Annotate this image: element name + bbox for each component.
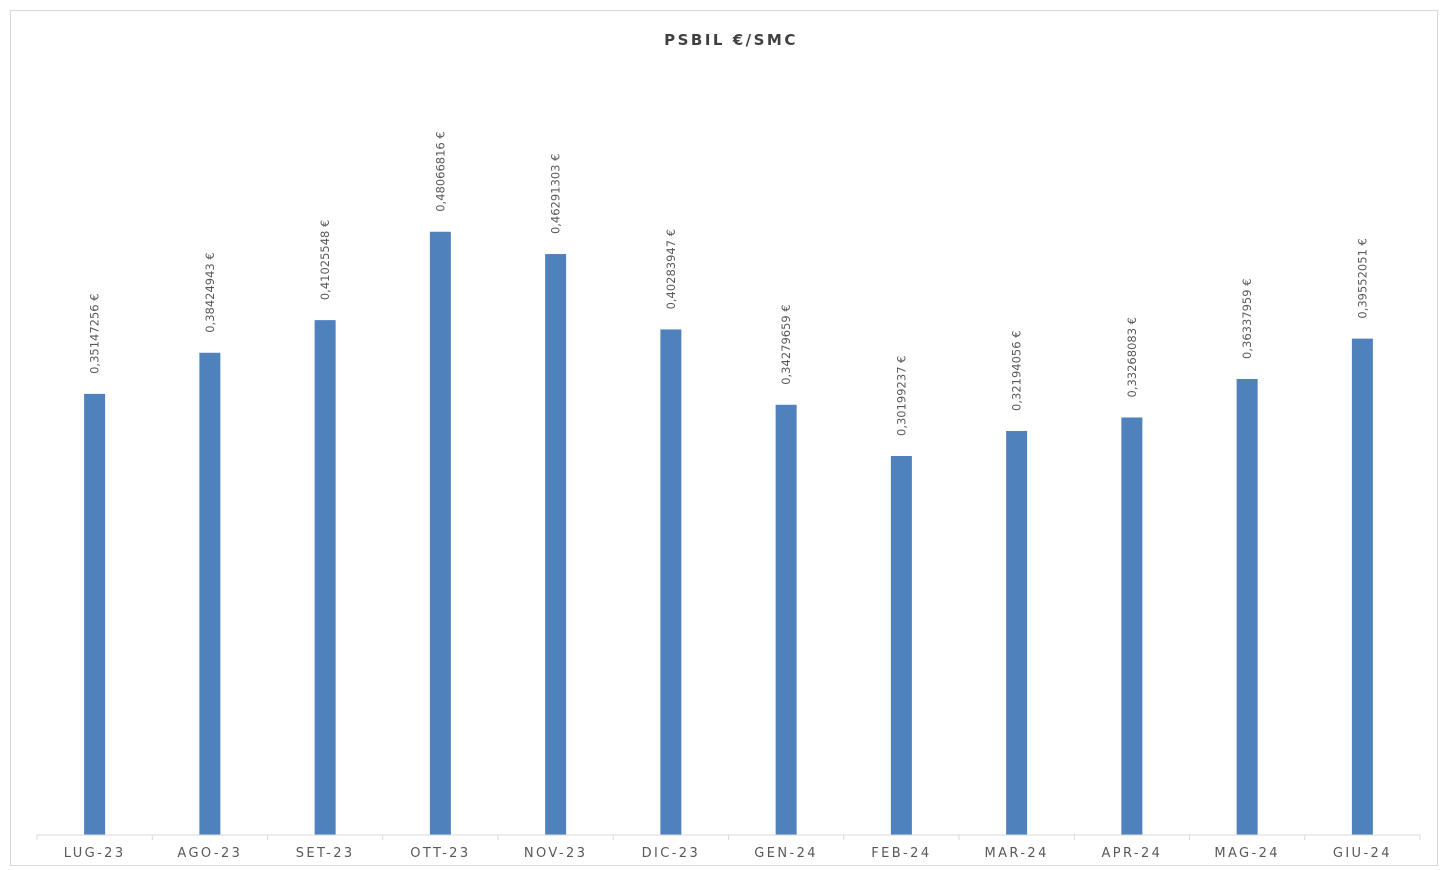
- x-axis-ticks: [36, 835, 1421, 840]
- x-tick-label: GIU-24: [1333, 846, 1392, 861]
- bar-set-23: [314, 320, 336, 835]
- data-labels-group: 0,35147256 € 0,38424943 € 0,41025548 € 0,48…: [88, 131, 1370, 436]
- data-label: 0,48066816 €: [433, 131, 447, 211]
- data-label: 0,46291303 €: [549, 154, 563, 234]
- data-label: 0,38424943 €: [203, 252, 217, 332]
- x-tick-label: APR-24: [1101, 846, 1162, 861]
- data-label: 0,39552051 €: [1355, 238, 1369, 318]
- x-tick-label: GEN-24: [754, 846, 818, 861]
- data-label: 0,32194056 €: [1010, 330, 1024, 410]
- data-label: 0,33268083 €: [1125, 317, 1139, 397]
- data-label: 0,40283947 €: [664, 229, 678, 309]
- data-label: 0,30199237 €: [894, 356, 908, 436]
- bar-dic-23: [660, 329, 682, 835]
- bar-mar-24: [1006, 430, 1028, 835]
- x-tick-label: MAG-24: [1214, 846, 1280, 861]
- bar-giu-24: [1351, 338, 1373, 835]
- chart-frame: [10, 10, 1438, 866]
- bar-apr-24: [1121, 417, 1143, 835]
- bar-ott-23: [429, 231, 451, 835]
- x-axis-tick-labels: LUG-23 AGO-23 SET-23 OTT-23 NOV-23 DIC-23 GEN-…: [64, 846, 1392, 861]
- x-tick-label: DIC-23: [642, 846, 701, 861]
- data-label: 0,36337959 €: [1240, 278, 1254, 358]
- x-tick-label: NOV-23: [524, 846, 588, 861]
- x-tick-label: MAR-24: [985, 846, 1049, 861]
- x-tick-label: LUG-23: [64, 846, 126, 861]
- bar-lug-23: [84, 393, 106, 835]
- x-tick-label: SET-23: [296, 846, 355, 861]
- bars-group: [84, 231, 1373, 836]
- bar-nov-23: [545, 254, 567, 836]
- x-tick-label: FEB-24: [871, 846, 931, 861]
- x-tick-label: AGO-23: [177, 846, 242, 861]
- data-label: 0,35147256 €: [88, 293, 102, 373]
- bar-ago-23: [199, 352, 221, 835]
- bar-mag-24: [1236, 378, 1258, 835]
- chart-title: PSBIL €/SMC: [664, 31, 798, 49]
- data-label: 0,41025548 €: [318, 220, 332, 300]
- data-label: 0,34279659 €: [779, 304, 793, 384]
- x-tick-label: OTT-23: [410, 846, 470, 861]
- bar-gen-24: [775, 404, 797, 835]
- bar-feb-24: [890, 455, 912, 835]
